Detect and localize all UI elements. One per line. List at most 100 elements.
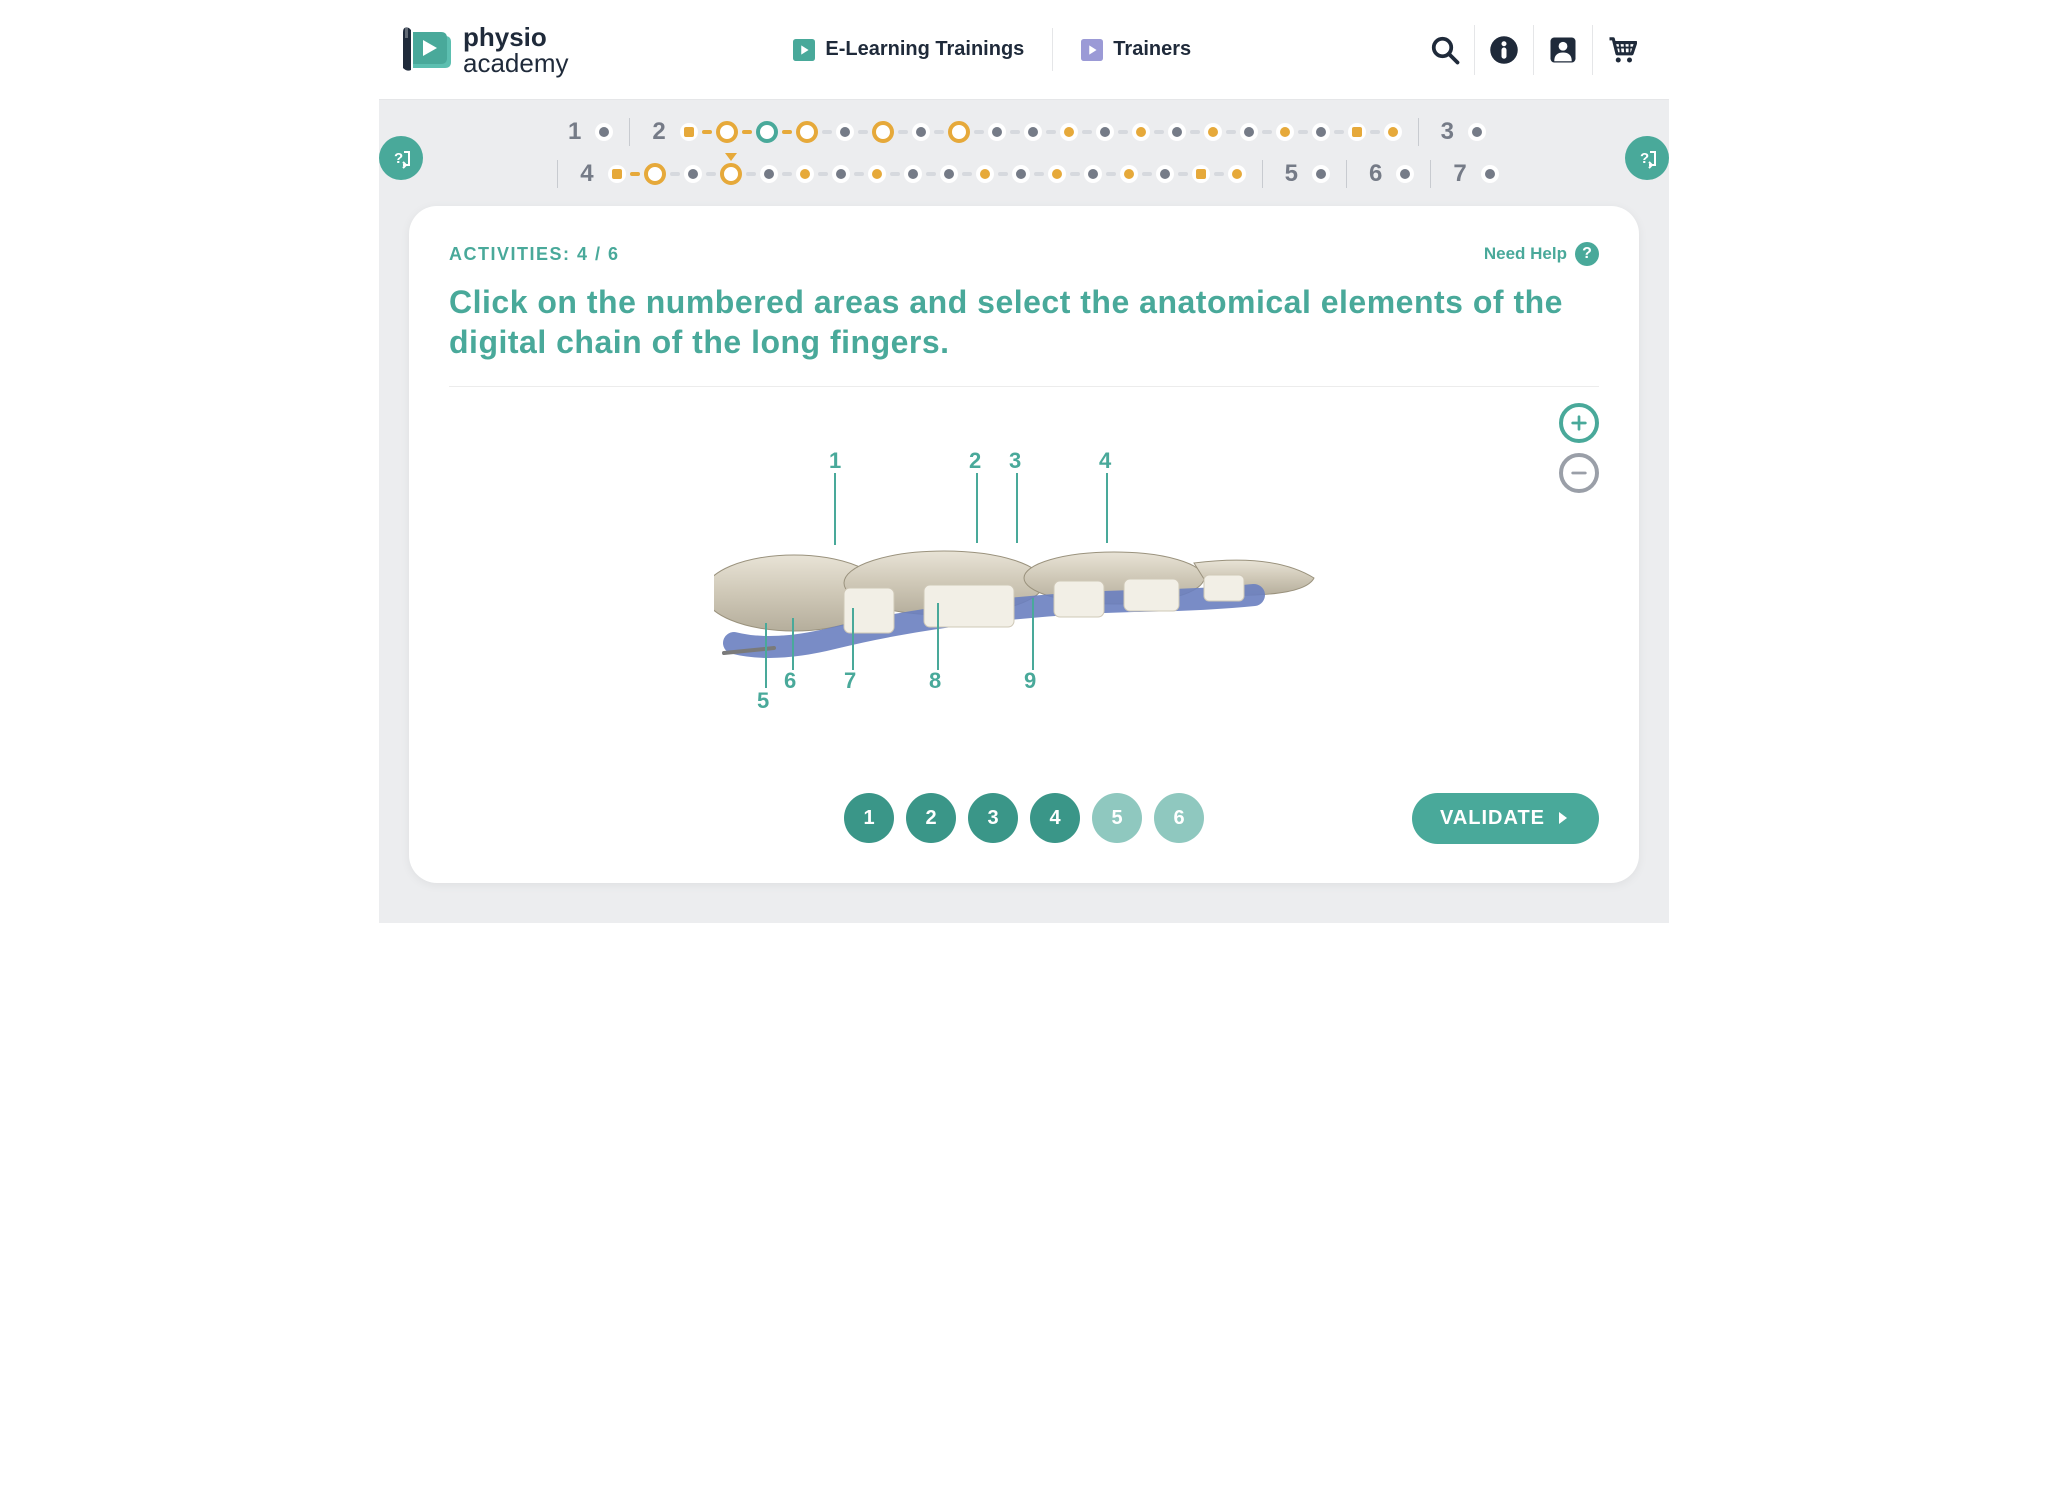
progress-node[interactable] — [1120, 165, 1138, 183]
answer-buttons: 123456 — [844, 793, 1204, 843]
progress-link — [746, 172, 756, 176]
section-label-3: 3 — [1435, 118, 1460, 146]
info-button[interactable] — [1474, 25, 1533, 75]
label-line — [1032, 598, 1034, 670]
help-right-button[interactable]: ? — [1625, 136, 1669, 180]
search-button[interactable] — [1416, 25, 1474, 75]
nav-elearning-label: E-Learning Trainings — [825, 38, 1024, 61]
diagram-label-7[interactable]: 7 — [844, 668, 856, 694]
logo[interactable]: physio academy — [397, 22, 569, 78]
progress-node[interactable] — [1240, 123, 1258, 141]
progress-node[interactable] — [1384, 123, 1402, 141]
progress-node[interactable] — [1048, 165, 1066, 183]
progress-ring[interactable] — [872, 121, 894, 143]
play-icon — [793, 39, 815, 61]
progress-node[interactable] — [976, 165, 994, 183]
progress-ring[interactable] — [948, 121, 970, 143]
progress-node[interactable] — [760, 165, 778, 183]
progress-node[interactable] — [940, 165, 958, 183]
answer-button-5[interactable]: 5 — [1092, 793, 1142, 843]
answer-button-2[interactable]: 2 — [906, 793, 956, 843]
diagram-label-6[interactable]: 6 — [784, 668, 796, 694]
answer-button-6[interactable]: 6 — [1154, 793, 1204, 843]
progress-node[interactable] — [1276, 123, 1294, 141]
progress-node[interactable] — [1060, 123, 1078, 141]
divider — [1346, 160, 1347, 188]
label-line — [1106, 473, 1108, 543]
progress-ring[interactable] — [716, 121, 738, 143]
progress-node[interactable] — [904, 165, 922, 183]
progress-ring[interactable] — [796, 121, 818, 143]
progress-node[interactable] — [1228, 165, 1246, 183]
diagram-label-5[interactable]: 5 — [757, 688, 769, 714]
progress-node[interactable] — [1481, 165, 1499, 183]
progress-node[interactable] — [1312, 165, 1330, 183]
progress-node[interactable] — [1348, 123, 1366, 141]
quiz-icon: ? — [389, 146, 413, 170]
progress-node[interactable] — [1396, 165, 1414, 183]
progress-node[interactable] — [1312, 123, 1330, 141]
need-help-label: Need Help — [1484, 244, 1567, 264]
progress-node[interactable] — [608, 165, 626, 183]
divider — [1430, 160, 1431, 188]
progress-node[interactable] — [1204, 123, 1222, 141]
answer-button-4[interactable]: 4 — [1030, 793, 1080, 843]
section-label-2: 2 — [646, 118, 671, 146]
diagram-label-2[interactable]: 2 — [969, 448, 981, 474]
info-icon — [1489, 35, 1519, 65]
brand-line2: academy — [463, 50, 569, 76]
progress-node[interactable] — [868, 165, 886, 183]
progress-node[interactable] — [680, 123, 698, 141]
section-label-6: 6 — [1363, 160, 1388, 188]
progress-ring[interactable] — [644, 163, 666, 185]
progress-node[interactable] — [988, 123, 1006, 141]
progress-link — [1262, 130, 1272, 134]
section-label-1: 1 — [562, 118, 587, 146]
progress-node[interactable] — [1468, 123, 1486, 141]
progress-node[interactable] — [912, 123, 930, 141]
answer-button-3[interactable]: 3 — [968, 793, 1018, 843]
diagram-label-8[interactable]: 8 — [929, 668, 941, 694]
diagram-label-9[interactable]: 9 — [1024, 668, 1036, 694]
diagram-label-3[interactable]: 3 — [1009, 448, 1021, 474]
diagram-label-1[interactable]: 1 — [829, 448, 841, 474]
progress-node[interactable] — [1156, 165, 1174, 183]
progress-ring-current[interactable] — [756, 121, 778, 143]
cart-button[interactable] — [1592, 25, 1651, 75]
progress-node[interactable] — [1168, 123, 1186, 141]
progress-node[interactable] — [595, 123, 613, 141]
site-header: physio academy E-Learning Trainings Trai… — [379, 0, 1669, 100]
zoom-in-button[interactable] — [1559, 403, 1599, 443]
progress-row-1: 1 2 — [562, 118, 1486, 146]
progress-node[interactable] — [1012, 165, 1030, 183]
nav-trainers-label: Trainers — [1113, 38, 1191, 61]
progress-link — [1190, 130, 1200, 134]
progress-node[interactable] — [832, 165, 850, 183]
progress-node[interactable] — [1132, 123, 1150, 141]
section-label-4: 4 — [574, 160, 599, 188]
account-button[interactable] — [1533, 25, 1592, 75]
nav-trainers[interactable]: Trainers — [1053, 28, 1219, 71]
validate-button[interactable]: VALIDATE — [1412, 793, 1599, 844]
answer-button-1[interactable]: 1 — [844, 793, 894, 843]
activities-counter: ACTIVITIES: 4 / 6 — [449, 244, 620, 265]
zoom-out-button[interactable] — [1559, 453, 1599, 493]
progress-link — [1106, 172, 1116, 176]
progress-node[interactable] — [1192, 165, 1210, 183]
progress-link — [1334, 130, 1344, 134]
progress-node[interactable] — [1024, 123, 1042, 141]
progress-ring-active[interactable] — [720, 163, 742, 185]
need-help-button[interactable]: Need Help ? — [1484, 242, 1599, 266]
help-left-button[interactable]: ? — [379, 136, 423, 180]
progress-node[interactable] — [836, 123, 854, 141]
progress-node[interactable] — [796, 165, 814, 183]
progress-node[interactable] — [1084, 165, 1102, 183]
progress-row-2: 4 — [549, 160, 1498, 188]
progress-node[interactable] — [684, 165, 702, 183]
label-line — [976, 473, 978, 543]
play-icon-purple — [1081, 39, 1103, 61]
diagram-label-4[interactable]: 4 — [1099, 448, 1111, 474]
progress-node[interactable] — [1096, 123, 1114, 141]
nav-elearning[interactable]: E-Learning Trainings — [765, 28, 1053, 71]
question-icon: ? — [1575, 242, 1599, 266]
